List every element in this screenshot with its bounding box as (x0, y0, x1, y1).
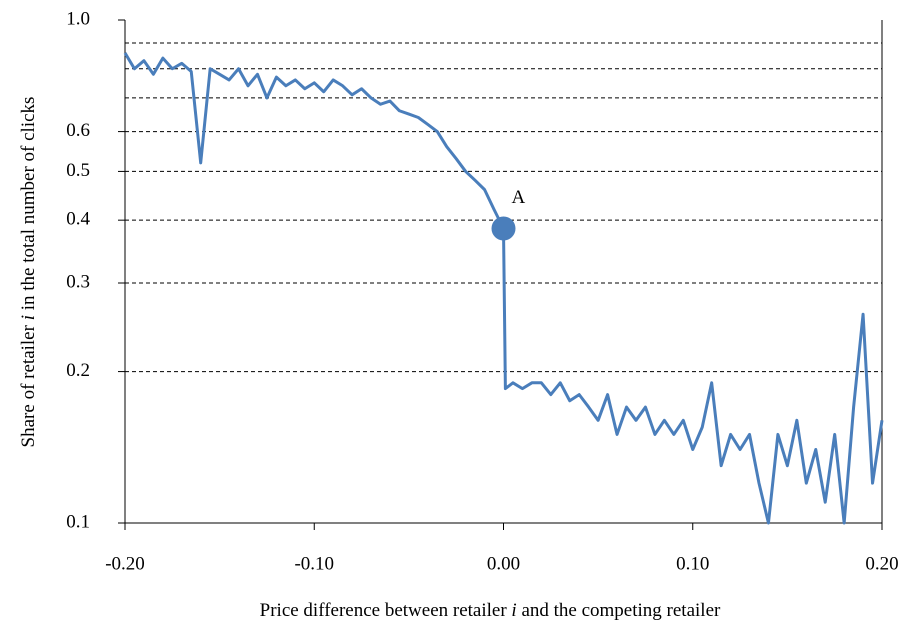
x-tick-label: 0.20 (865, 553, 898, 574)
x-tick-label: 0.00 (487, 553, 520, 574)
x-axis-label-part: i (511, 600, 516, 621)
x-tick-label: -0.20 (105, 553, 145, 574)
x-tick-label: 0.10 (676, 553, 709, 574)
y-tick-label: 1.0 (66, 8, 90, 29)
y-tick-label: 0.3 (66, 271, 90, 292)
annotation-label: A (512, 187, 526, 208)
y-axis-label: Share of retailer i in the total number … (18, 97, 39, 448)
y-axis-label-part: i (18, 315, 39, 320)
annotation-marker (491, 216, 516, 241)
y-tick-label: 0.1 (66, 511, 90, 532)
data-line (123, 52, 884, 525)
x-tick-label: -0.10 (294, 553, 334, 574)
x-axis-label: Price difference between retailer i and … (260, 600, 721, 621)
y-tick-label: 0.2 (66, 360, 90, 381)
y-axis-label-part: Share of retailer (18, 320, 39, 447)
x-axis-label-part: and the competing retailer (517, 600, 721, 621)
y-tick-label: 0.6 (66, 120, 90, 141)
y-tick-label: 0.4 (66, 209, 90, 230)
y-tick-label: 0.5 (66, 160, 90, 181)
y-axis-label-part: in the total number of clicks (18, 97, 39, 315)
x-axis-label-part: Price difference between retailer (260, 600, 512, 621)
